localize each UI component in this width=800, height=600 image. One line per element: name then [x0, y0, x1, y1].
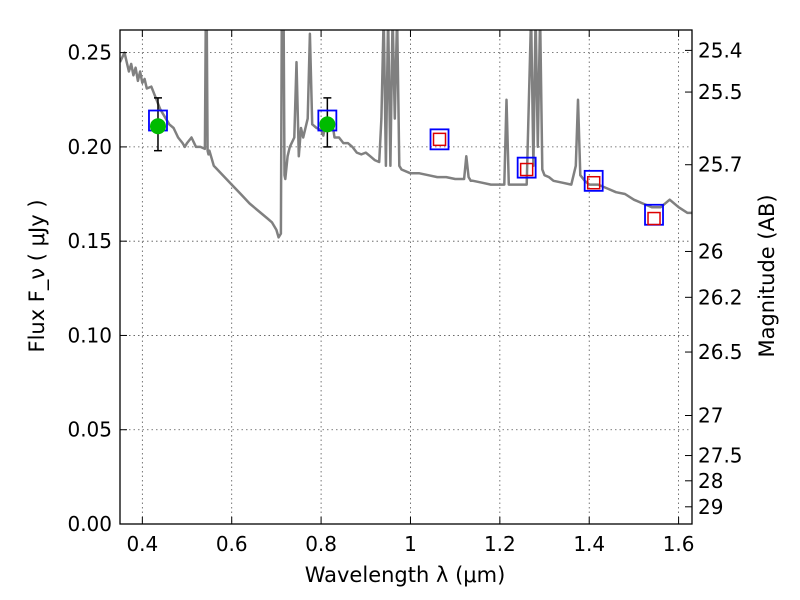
x-tick-label: 1.2: [484, 532, 516, 556]
grid-layer: [120, 30, 692, 524]
x-axis-label: Wavelength λ (μm): [305, 563, 506, 587]
y-tick-label: 0.25: [67, 41, 112, 65]
observed-photometry-point: [319, 116, 336, 133]
y-tick-label: 0.20: [67, 135, 112, 159]
limit-photometry-point: [647, 211, 661, 226]
magnitude-tick-label: 25.7: [698, 153, 743, 177]
y-tick-label: 0.15: [67, 229, 112, 253]
magnitude-tick-label: 27: [698, 404, 723, 428]
x-tick-label: 0.6: [216, 532, 248, 556]
y-tick-label: 0.00: [67, 512, 112, 536]
magnitude-tick-label: 29: [698, 495, 723, 519]
y-tick-labels: 0.00 0.05 0.10 0.15 0.20 0.25: [67, 41, 112, 536]
ticks-layer: [120, 30, 692, 525]
x-tick-labels: 0.4 0.6 0.8 1 1.2 1.4 1.6: [126, 532, 694, 556]
model-photometry-point: [583, 169, 604, 192]
x-tick-label: 1: [404, 532, 417, 556]
x-tick-label: 0.4: [126, 532, 158, 556]
limit-photometry-point: [586, 175, 601, 190]
spectrum-layer: [120, 30, 692, 239]
magnitude-axis-label: Magnitude (AB): [755, 194, 779, 357]
plot-frame: [119, 29, 693, 525]
magnitude-tick-label: 26.5: [698, 340, 743, 364]
y-tick-label: 0.05: [67, 418, 112, 442]
y-tick-label: 0.10: [67, 323, 112, 347]
magnitude-tick-label: 27.5: [698, 444, 743, 468]
marker-layer: [148, 109, 664, 226]
magnitude-tick-label: 26: [698, 239, 723, 263]
model-photometry-point: [516, 156, 537, 179]
magnitude-tick-label: 26.2: [698, 285, 743, 309]
model-photometry-point: [429, 128, 450, 151]
observed-photometry-point: [149, 118, 166, 135]
magnitude-tick-label: 25.5: [698, 80, 743, 104]
y-axis-label: Flux F_ν ( μJy ): [25, 199, 50, 352]
magnitude-tick-label: 28: [698, 469, 723, 493]
x-tick-label: 1.6: [663, 532, 695, 556]
x-tick-label: 0.8: [305, 532, 337, 556]
x-tick-label: 1.4: [573, 532, 605, 556]
limit-photometry-point: [432, 132, 447, 147]
spectrum-line: [120, 30, 692, 239]
errorbar-layer: [153, 97, 332, 152]
limit-photometry-point: [519, 162, 534, 177]
magnitude-tick-label: 25.4: [698, 38, 743, 62]
